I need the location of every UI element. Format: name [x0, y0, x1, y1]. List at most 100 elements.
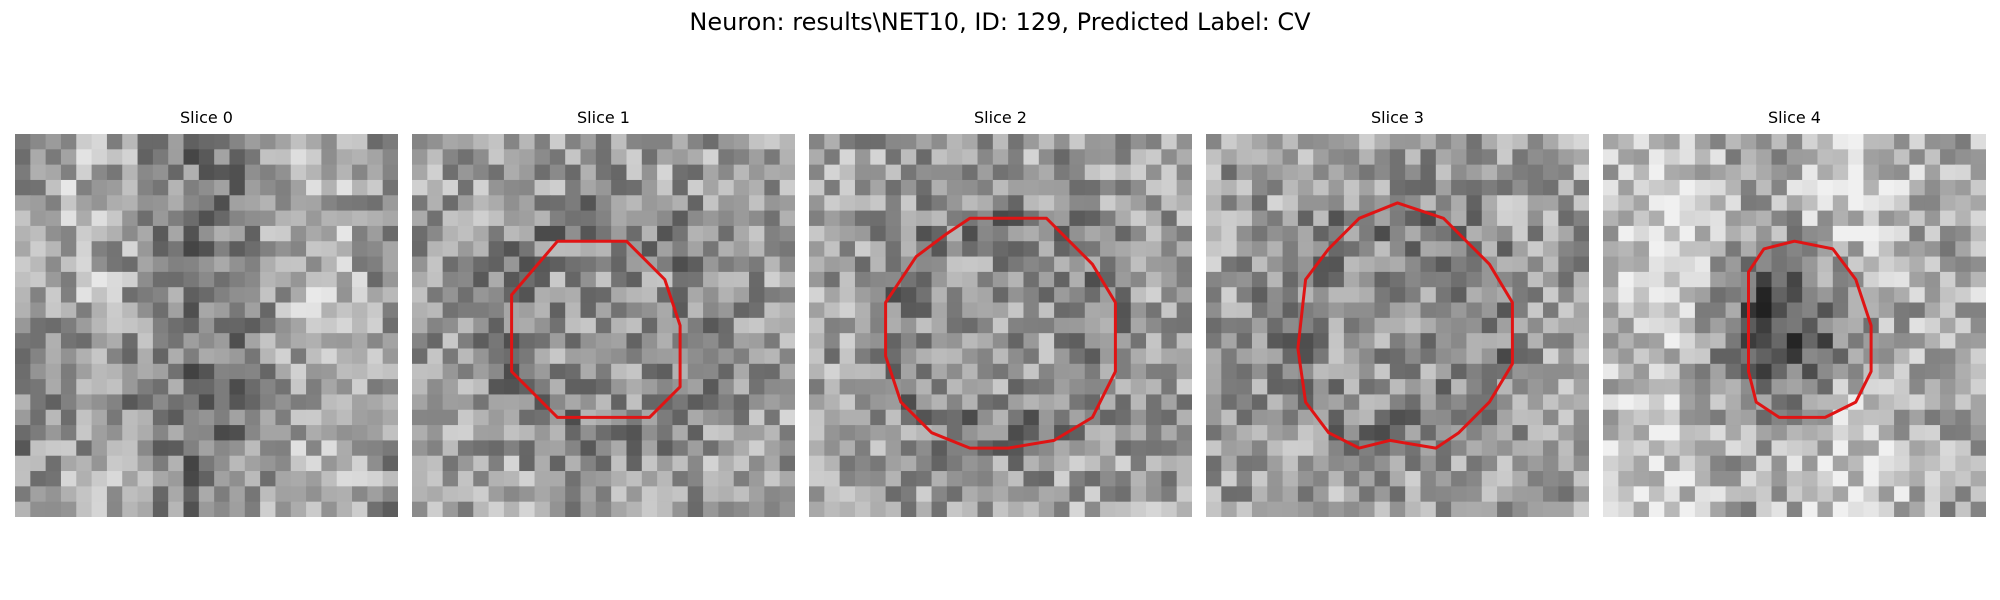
pixel-tile: [1863, 164, 1880, 181]
pixel-tile: [336, 241, 353, 258]
pixel-tile: [229, 333, 246, 350]
pixel-tile: [1756, 317, 1773, 334]
pixel-tile: [214, 195, 231, 212]
pixel-tile: [1664, 149, 1681, 166]
pixel-tile: [1069, 287, 1086, 304]
pixel-tile: [122, 179, 139, 196]
pixel-tile: [1054, 440, 1071, 457]
pixel-tile: [198, 348, 215, 365]
pixel-tile: [1970, 486, 1986, 503]
pixel-tile: [870, 256, 887, 273]
pixel-tile: [457, 379, 474, 396]
pixel-tile: [1648, 149, 1665, 166]
pixel-tile: [382, 471, 398, 487]
pixel-tile: [1848, 195, 1865, 212]
pixel-tile: [229, 195, 246, 212]
pixel-tile: [611, 501, 628, 517]
pixel-tile: [1221, 348, 1238, 365]
pixel-tile: [595, 379, 612, 396]
pixel-tile: [900, 425, 917, 441]
pixel-tile: [900, 210, 917, 227]
pixel-tile: [1282, 333, 1299, 350]
pixel-tile: [1374, 455, 1391, 472]
pixel-tile: [1282, 501, 1299, 517]
pixel-tile: [1817, 471, 1834, 487]
pixel-tile: [1038, 471, 1055, 487]
pixel-tile: [382, 195, 398, 212]
pixel-tile: [749, 134, 765, 150]
pixel-tile: [1909, 195, 1926, 212]
pixel-tile: [1221, 210, 1238, 227]
pixel-tile: [1054, 379, 1071, 396]
pixel-tile: [412, 164, 428, 181]
pixel-tile: [931, 256, 948, 273]
pixel-tile: [1710, 471, 1727, 487]
pixel-tile: [1038, 501, 1055, 517]
pixel-tile: [198, 455, 215, 472]
pixel-tile: [839, 134, 856, 150]
pixel-tile: [321, 149, 338, 166]
pixel-tile: [1955, 271, 1972, 288]
pixel-tile: [870, 471, 887, 487]
pixel-tile: [672, 425, 689, 441]
pixel-tile: [1558, 394, 1575, 411]
pixel-tile: [916, 379, 933, 396]
pixel-tile: [1771, 271, 1788, 288]
pixel-tile: [76, 241, 93, 258]
pixel-tile: [214, 394, 231, 411]
pixel-tile: [1466, 333, 1483, 350]
pixel-tile: [1832, 225, 1849, 242]
pixel-tile: [1558, 455, 1575, 472]
pixel-tile: [1648, 179, 1665, 196]
pixel-tile: [122, 317, 139, 334]
pixel-tile: [306, 271, 322, 288]
pixel-tile: [1512, 348, 1529, 365]
pixel-tile: [1038, 302, 1055, 319]
pixel-tile: [1543, 271, 1559, 288]
pixel-tile: [1313, 210, 1330, 227]
pixel-tile: [198, 179, 215, 196]
pixel-tile: [1786, 501, 1803, 517]
pixel-tile: [168, 501, 185, 517]
pixel-tile: [45, 333, 62, 350]
pixel-tile: [1115, 440, 1132, 457]
pixel-tile: [749, 379, 765, 396]
pixel-tile: [1740, 179, 1757, 196]
pixel-tile: [1970, 195, 1986, 212]
pixel-tile: [1725, 440, 1742, 457]
pixel-tile: [931, 333, 948, 350]
pixel-tile: [1405, 501, 1422, 517]
pixel-tile: [1878, 149, 1895, 166]
pixel-tile: [1435, 501, 1452, 517]
pixel-tile: [641, 333, 658, 350]
pixel-tile: [1710, 134, 1727, 150]
pixel-tile: [1451, 302, 1468, 319]
pixel-tile: [1359, 317, 1376, 334]
pixel-tile: [442, 287, 459, 304]
pixel-tile: [611, 455, 628, 472]
pixel-tile: [1084, 241, 1101, 258]
pixel-tile: [854, 134, 871, 150]
pixel-tile: [1909, 486, 1926, 503]
pixel-tile: [1420, 471, 1437, 487]
pixel-tile: [1297, 164, 1314, 181]
pixel-tile: [839, 486, 856, 503]
pixel-tile: [1236, 425, 1253, 441]
pixel-tile: [106, 149, 123, 166]
pixel-tile: [657, 409, 674, 426]
pixel-tile: [977, 149, 994, 166]
pixel-tile: [1894, 348, 1910, 365]
pixel-tile: [534, 271, 551, 288]
pixel-tile: [718, 471, 735, 487]
pixel-tile: [1756, 501, 1773, 517]
pixel-tile: [1863, 179, 1880, 196]
pixel-tile: [427, 134, 444, 150]
pixel-tile: [1297, 425, 1314, 441]
pixel-tile: [60, 440, 77, 457]
pixel-tile: [168, 210, 185, 227]
pixel-tile: [962, 425, 979, 441]
pixel-tile: [260, 210, 277, 227]
pixel-tile: [352, 241, 368, 258]
pixel-tile: [306, 333, 322, 350]
pixel-tile: [1236, 394, 1253, 411]
